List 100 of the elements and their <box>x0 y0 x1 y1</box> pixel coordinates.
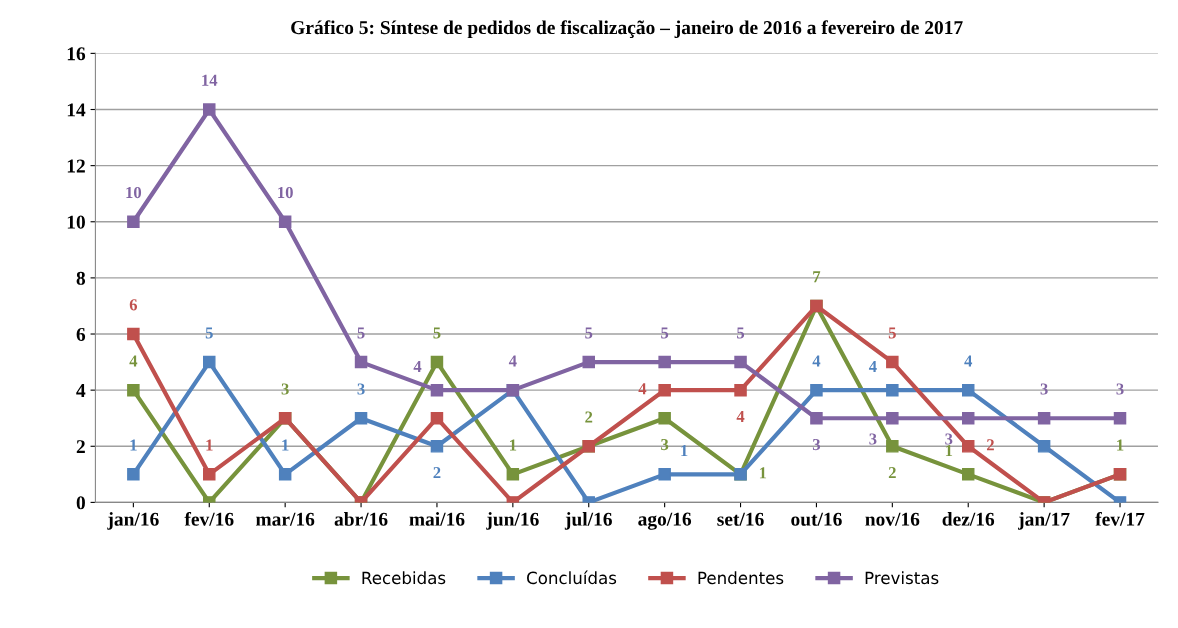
x-tick-label: jul/16 <box>564 512 612 530</box>
y-tick-label: 10 <box>67 215 85 229</box>
x-tick-label: mai/16 <box>409 512 465 526</box>
x-tick-label: jan/16 <box>107 512 159 530</box>
x-tick-label: set/16 <box>717 512 764 526</box>
data-label: 4 <box>508 355 517 367</box>
x-tick-label: fev/16 <box>184 511 234 526</box>
data-label: 3 <box>1116 383 1124 395</box>
point <box>430 383 444 397</box>
data-label: 1 <box>510 439 517 451</box>
point <box>127 383 140 397</box>
y-tick-label: 0 <box>76 496 85 510</box>
data-label: 4 <box>812 355 821 367</box>
data-label: 4 <box>638 383 647 395</box>
chart-title: Gráfico 5: Síntese de pedidos de fiscalização – janeiro de 2016 a fevereiro de 2017 <box>291 20 963 39</box>
x-tick-label: mar/16 <box>255 512 315 526</box>
x-tick-label: nov/16 <box>865 512 920 526</box>
point <box>278 468 292 481</box>
point <box>127 215 140 229</box>
y-tick-label: 6 <box>76 327 86 341</box>
point <box>582 355 595 369</box>
y-tick-label: 4 <box>76 384 86 397</box>
point <box>658 468 671 481</box>
point <box>127 468 140 481</box>
data-label: 5 <box>737 327 745 339</box>
legend-label: Recebidas <box>362 571 446 585</box>
data-label: 5 <box>357 327 365 339</box>
data-label: 5 <box>585 327 593 339</box>
point <box>278 215 292 229</box>
x-tick-label: dez/16 <box>942 512 995 526</box>
data-label: 1 <box>759 467 767 479</box>
data-label: 5 <box>888 327 896 339</box>
data-label: 3 <box>945 433 953 445</box>
data-label: 1 <box>130 439 137 451</box>
point <box>961 468 975 481</box>
point <box>354 355 368 369</box>
point <box>127 327 140 341</box>
data-label: 4 <box>868 360 877 372</box>
point <box>430 411 444 425</box>
data-label: 1 <box>206 439 213 451</box>
x-tick-label: jan/17 <box>1018 512 1070 530</box>
data-label: 14 <box>202 74 218 86</box>
x-tick-label: jun/16 <box>486 512 539 530</box>
data-label: 5 <box>433 327 441 339</box>
point <box>1037 440 1051 453</box>
data-label: 4 <box>964 355 973 367</box>
point <box>430 440 444 453</box>
data-label: 10 <box>278 186 293 199</box>
data-label: 4 <box>413 360 422 372</box>
point <box>961 411 975 425</box>
point <box>886 440 899 453</box>
data-label: 3 <box>1040 383 1048 395</box>
data-label: 3 <box>281 383 289 395</box>
y-tick-label: 14 <box>67 103 86 117</box>
data-label: 7 <box>813 271 821 283</box>
y-tick-label: 12 <box>67 159 85 173</box>
x-tick-label: abr/16 <box>334 512 388 526</box>
point <box>203 103 216 116</box>
x-tick-label: fev/17 <box>1095 511 1145 526</box>
legend-label: Concluídas <box>527 570 617 585</box>
data-label: 1 <box>282 439 289 451</box>
point <box>658 411 671 425</box>
point <box>354 411 368 425</box>
x-tick-label: out/16 <box>791 512 842 526</box>
point <box>430 355 444 369</box>
point <box>886 383 899 397</box>
point <box>658 355 671 369</box>
legend-label: Previstas <box>865 571 939 585</box>
y-tick-label: 8 <box>76 271 86 285</box>
data-label: 2 <box>888 467 896 479</box>
data-label: 3 <box>869 433 877 445</box>
point <box>506 468 520 481</box>
point <box>810 383 823 397</box>
data-label: 4 <box>736 410 745 422</box>
point <box>886 355 899 369</box>
y-tick-label: 16 <box>67 47 86 61</box>
point <box>961 440 975 453</box>
data-label: 4 <box>129 355 138 367</box>
point <box>203 468 216 481</box>
point <box>961 383 975 397</box>
data-label: 2 <box>433 467 441 479</box>
data-label: 2 <box>986 439 994 451</box>
data-label: 1 <box>1117 439 1124 451</box>
data-label: 1 <box>945 445 953 457</box>
data-label: 3 <box>661 438 669 451</box>
legend-label: Pendentes <box>698 571 784 585</box>
point <box>886 411 899 425</box>
point <box>810 411 823 425</box>
x-tick-label: ago/16 <box>638 512 692 530</box>
point <box>1037 411 1051 425</box>
y-tick-label: 2 <box>76 440 85 454</box>
data-label: 2 <box>585 411 593 423</box>
point <box>203 355 216 369</box>
data-label: 3 <box>357 383 365 395</box>
data-label: 5 <box>205 327 213 339</box>
point <box>734 355 747 369</box>
point <box>658 383 671 397</box>
point <box>734 383 747 397</box>
data-label: 10 <box>126 186 142 199</box>
point <box>1113 411 1127 425</box>
